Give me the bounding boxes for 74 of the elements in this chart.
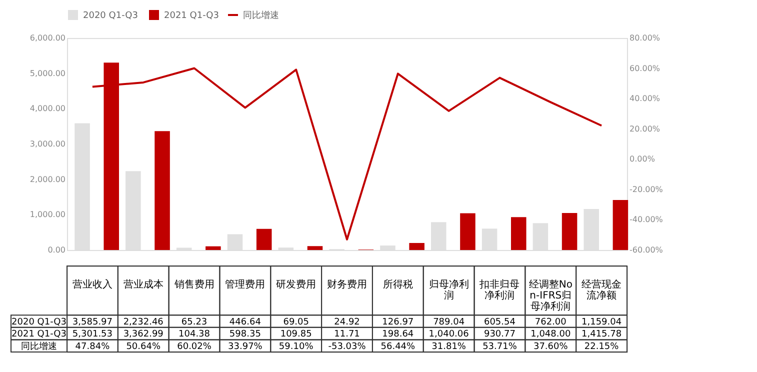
y-tick-label: 4,000.00	[30, 104, 66, 114]
y2-tick-label: 60.00%	[630, 64, 660, 73]
y-tick-label: 0.00	[48, 246, 66, 254]
x-tick-label: 营业收入	[72, 278, 112, 290]
data-label: 60.02%	[177, 342, 212, 352]
text: 同比增速	[21, 342, 57, 352]
y2-tick-label: -20.00%	[630, 184, 664, 194]
bar	[460, 213, 476, 250]
data-label: 605.54	[484, 317, 516, 328]
y2-tick-label: 0.00%	[630, 154, 656, 164]
y-tick-label: 6,000.00	[30, 34, 66, 42]
data-label: 789.04	[433, 317, 465, 328]
data-label: 47.84%	[75, 342, 110, 352]
bar	[409, 242, 424, 250]
x-tick-label: 财务费用	[327, 278, 367, 290]
data-label: 1,415.78	[582, 330, 622, 340]
data-label: 31.81%	[432, 342, 466, 352]
data-label: 198.64	[382, 330, 414, 340]
x-tick-label: 研发费用	[276, 278, 316, 290]
data-label: 2,232.46	[123, 317, 164, 328]
bar	[307, 246, 323, 250]
data-label: 69.05	[283, 317, 309, 328]
legend-label: 2020 Q1-Q3	[83, 11, 138, 21]
x-tick-label: 所得税	[382, 278, 413, 290]
y2-tick-label: 40.00%	[630, 94, 660, 104]
data-label: 11.71	[334, 330, 360, 340]
legend-label: 同比增速	[243, 10, 279, 21]
x-tick-label: 经营现金流净额	[582, 278, 622, 302]
data-label: 104.38	[178, 330, 210, 340]
bar	[256, 228, 272, 250]
bar	[562, 212, 578, 250]
text: 2021 Q1-Q3	[12, 330, 66, 340]
data-label: 24.92	[334, 317, 360, 328]
y2-tick-label: -40.00%	[630, 215, 664, 224]
bar	[206, 246, 221, 250]
data-label: 1,159.04	[582, 317, 622, 328]
data-label: 762.00	[534, 317, 567, 328]
x-tick-label: 经调整Non-IFRS归母净利润	[528, 278, 572, 312]
data-label: 3,362.99	[123, 330, 164, 340]
text: 2020 Q1-Q3	[12, 317, 66, 328]
y-tick-label: 3,000.00	[30, 140, 66, 148]
data-label: 598.35	[229, 330, 261, 340]
y-tick-label: 5,000.00	[30, 68, 66, 78]
y2-tick-label: -60.00%	[630, 246, 664, 254]
data-label: 65.23	[181, 317, 208, 328]
data-label: -53.03%	[328, 342, 366, 352]
data-label: 50.64%	[126, 342, 161, 352]
y-tick-label: 1,000.00	[30, 210, 66, 220]
data-label: 22.15%	[584, 342, 620, 352]
x-tick-label: 销售费用	[173, 278, 214, 290]
x-tick-label: 营业成本	[123, 278, 164, 290]
x-tick-label: 管理费用	[225, 278, 266, 290]
bar	[154, 131, 170, 250]
data-label: 126.97	[382, 317, 414, 328]
x-tick-label: 归母净利润	[428, 278, 469, 302]
data-label: 37.60%	[533, 342, 568, 352]
data-label: 1,040.06	[428, 330, 470, 340]
y-tick-label: 2,000.00	[30, 174, 66, 184]
data-label: 53.71%	[482, 342, 518, 352]
data-label: 56.44%	[380, 342, 416, 352]
bar	[612, 200, 628, 250]
data-label: 33.97%	[228, 342, 263, 352]
data-label: 5,301.53	[72, 330, 112, 340]
x-tick-label: 扣非归母净利润	[478, 278, 520, 302]
y2-tick-label: 80.00%	[630, 34, 660, 42]
bar	[511, 217, 526, 250]
legend-label: 2021 Q1-Q3	[164, 11, 219, 21]
data-label: 1,048.00	[530, 330, 571, 340]
data-label: 109.85	[280, 330, 312, 340]
data-label: 446.64	[229, 317, 262, 328]
y2-tick-label: 20.00%	[630, 124, 660, 134]
data-label: 59.10%	[278, 342, 314, 352]
data-label: 3,585.97	[72, 317, 112, 328]
data-label: 930.77	[484, 330, 516, 340]
